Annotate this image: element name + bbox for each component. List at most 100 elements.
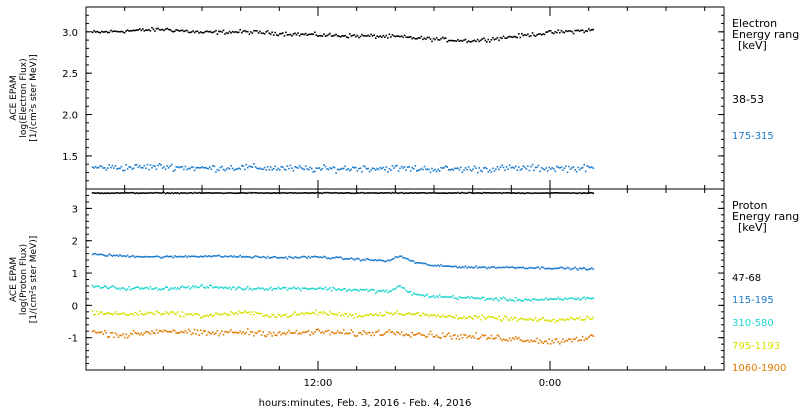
data-point xyxy=(104,167,106,169)
data-point xyxy=(557,192,560,194)
data-point xyxy=(449,169,452,171)
data-point xyxy=(420,167,423,170)
data-point xyxy=(120,165,123,168)
data-point xyxy=(569,316,572,319)
legend-title: Proton xyxy=(732,199,767,212)
data-point xyxy=(388,191,391,194)
data-point xyxy=(492,337,494,340)
data-point xyxy=(132,192,135,194)
data-point xyxy=(522,34,525,37)
y-tick-label: 2.0 xyxy=(62,111,78,122)
data-point xyxy=(580,192,582,195)
data-point xyxy=(496,165,499,168)
data-point xyxy=(280,334,283,336)
data-point xyxy=(126,336,129,339)
data-point xyxy=(108,253,111,255)
data-point xyxy=(94,165,97,168)
data-point xyxy=(266,289,269,291)
data-point xyxy=(139,192,141,194)
data-point xyxy=(236,192,238,194)
data-point xyxy=(297,333,299,335)
data-point xyxy=(154,287,156,290)
data-point xyxy=(99,331,101,334)
data-point xyxy=(553,267,555,270)
data-point xyxy=(449,192,452,194)
data-point xyxy=(387,259,389,261)
data-point xyxy=(301,312,304,315)
data-point xyxy=(323,33,325,35)
data-point xyxy=(212,255,214,257)
data-point xyxy=(207,315,210,318)
data-point xyxy=(470,336,473,339)
data-point xyxy=(377,314,380,317)
data-point xyxy=(215,255,217,257)
data-point xyxy=(104,329,106,332)
data-point xyxy=(432,314,435,317)
data-point xyxy=(192,30,194,32)
data-point xyxy=(556,165,558,168)
data-point xyxy=(396,286,398,289)
data-point xyxy=(511,318,514,321)
data-point xyxy=(581,297,584,299)
data-point xyxy=(158,288,161,290)
data-point xyxy=(292,192,295,194)
data-point xyxy=(263,33,266,35)
data-point xyxy=(266,30,269,32)
data-point xyxy=(102,192,105,195)
data-point xyxy=(329,333,331,336)
data-point xyxy=(496,192,499,194)
data-point xyxy=(286,316,289,318)
data-point xyxy=(93,192,95,194)
data-point xyxy=(283,332,286,335)
data-point xyxy=(414,38,417,40)
data-point xyxy=(353,288,356,291)
data-point xyxy=(266,166,269,168)
data-point xyxy=(376,331,378,333)
data-point xyxy=(225,287,228,289)
data-point xyxy=(382,315,385,317)
data-point xyxy=(591,166,593,168)
data-point xyxy=(117,30,120,33)
data-point xyxy=(260,32,263,35)
data-point xyxy=(279,33,281,35)
data-point xyxy=(461,317,464,319)
data-point xyxy=(120,313,123,315)
data-point xyxy=(411,37,413,40)
data-point xyxy=(248,33,251,35)
data-point xyxy=(250,165,252,168)
data-point xyxy=(350,35,353,37)
data-point xyxy=(108,312,111,314)
data-point xyxy=(519,299,522,301)
data-point xyxy=(317,167,319,170)
data-point xyxy=(528,266,531,269)
data-point xyxy=(315,34,318,36)
data-point xyxy=(568,319,570,321)
data-point xyxy=(212,31,214,34)
data-point xyxy=(396,310,398,312)
data-point xyxy=(180,192,182,194)
data-point xyxy=(196,286,199,289)
data-point xyxy=(291,35,293,37)
data-point xyxy=(438,39,441,41)
data-point xyxy=(367,258,369,260)
data-point xyxy=(306,168,308,170)
data-point xyxy=(391,289,394,291)
data-point xyxy=(146,163,149,166)
data-point xyxy=(496,334,499,336)
data-point xyxy=(312,287,315,290)
data-point xyxy=(183,30,185,33)
data-point xyxy=(175,29,178,31)
data-point xyxy=(414,191,417,194)
data-point xyxy=(581,192,584,194)
data-point xyxy=(105,331,108,334)
data-point xyxy=(365,314,368,316)
data-point xyxy=(352,289,354,291)
data-point xyxy=(589,297,592,300)
data-point xyxy=(416,192,418,194)
data-point xyxy=(422,262,424,265)
data-point xyxy=(224,169,226,172)
data-point xyxy=(135,312,138,315)
data-point xyxy=(181,331,184,333)
data-point xyxy=(254,166,257,168)
data-point xyxy=(152,313,155,316)
